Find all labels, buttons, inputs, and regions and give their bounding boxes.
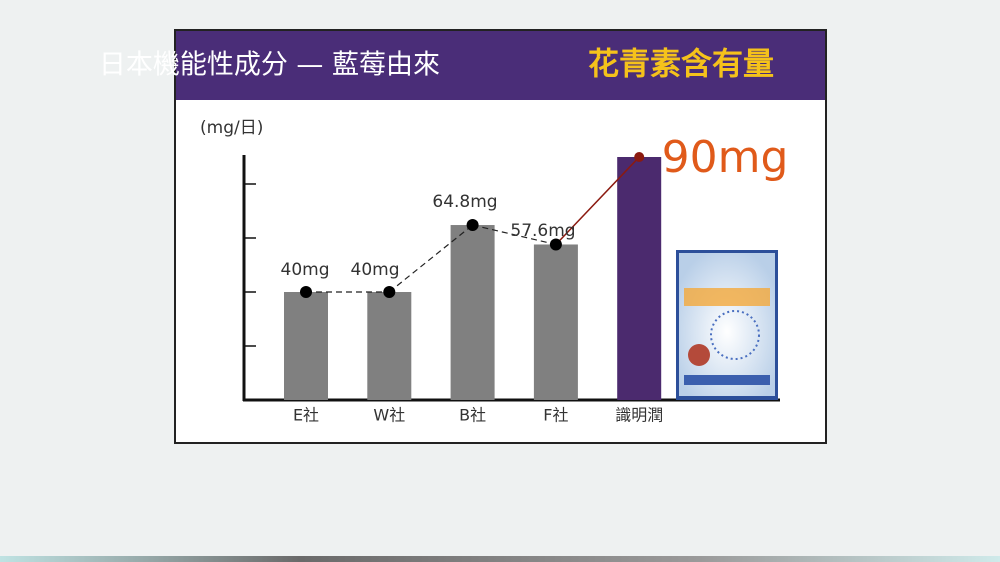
x-tick-label: 識明潤 bbox=[615, 406, 663, 425]
value-label: 40mg bbox=[351, 260, 400, 280]
y-axis-label: (mg/日) bbox=[200, 118, 263, 138]
bar bbox=[533, 244, 578, 400]
bottom-strip bbox=[0, 556, 1000, 562]
box-band bbox=[684, 288, 770, 306]
value-label: 40mg bbox=[281, 260, 330, 280]
point bbox=[549, 238, 562, 251]
box-front bbox=[679, 253, 775, 396]
box-strip bbox=[684, 375, 770, 385]
point bbox=[466, 219, 479, 232]
bar bbox=[450, 225, 495, 400]
connector bbox=[472, 224, 557, 246]
chart-title: 日本機能性成分 — 藍莓由來 bbox=[99, 50, 440, 81]
box-badge bbox=[688, 344, 710, 366]
chart-title-highlight: 花青素含有量 bbox=[588, 47, 774, 83]
bar bbox=[617, 157, 662, 400]
point bbox=[634, 152, 645, 162]
bar bbox=[284, 292, 328, 400]
x-tick-label: F社 bbox=[543, 406, 568, 425]
connector bbox=[388, 224, 473, 293]
value-label: 64.8mg bbox=[432, 192, 497, 212]
box-pattern bbox=[710, 310, 760, 360]
x-tick-label: B社 bbox=[459, 406, 486, 425]
x-tick-label: E社 bbox=[293, 406, 319, 425]
product-box bbox=[676, 250, 778, 400]
point bbox=[383, 286, 396, 298]
value-label: 90mg bbox=[662, 132, 789, 183]
header bbox=[176, 31, 825, 100]
value-label: 57.6mg bbox=[510, 221, 575, 241]
bar bbox=[367, 292, 412, 400]
connector bbox=[555, 156, 640, 245]
x-tick-label: W社 bbox=[373, 406, 405, 425]
point bbox=[300, 286, 312, 298]
